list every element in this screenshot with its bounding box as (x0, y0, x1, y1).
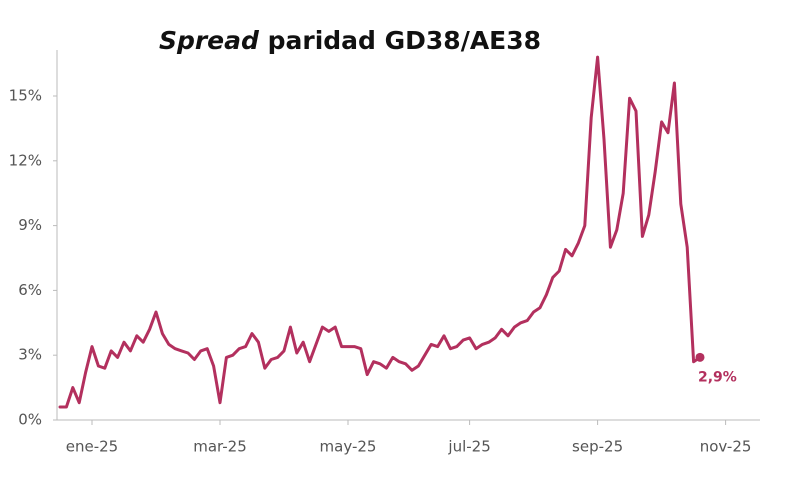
y-tick-label: 3% (18, 346, 42, 364)
line (58, 55, 702, 409)
y-tick-label: 9% (18, 216, 42, 234)
y-tick-label: 12% (9, 151, 42, 169)
x-tick-label: mar-25 (193, 438, 247, 456)
title-emphasis: Spread (159, 26, 260, 55)
x-tick-label: may-25 (320, 438, 377, 456)
y-tick-label: 15% (9, 87, 42, 105)
x-tick-label: jul-25 (447, 438, 490, 456)
x-tick-label: sep-25 (572, 438, 623, 456)
title-rest (259, 26, 268, 55)
y-tick-label: 6% (18, 281, 42, 299)
end-point (695, 352, 705, 362)
y-tick-label: 0% (18, 411, 42, 429)
title-main: paridad GD38/AE38 (268, 26, 541, 55)
x-tick-label: nov-25 (700, 438, 752, 456)
x-tick-label: ene-25 (66, 438, 118, 456)
value-label: 2,9% (698, 369, 737, 385)
chart-title: Spread paridad GD38/AE38 (159, 26, 541, 55)
